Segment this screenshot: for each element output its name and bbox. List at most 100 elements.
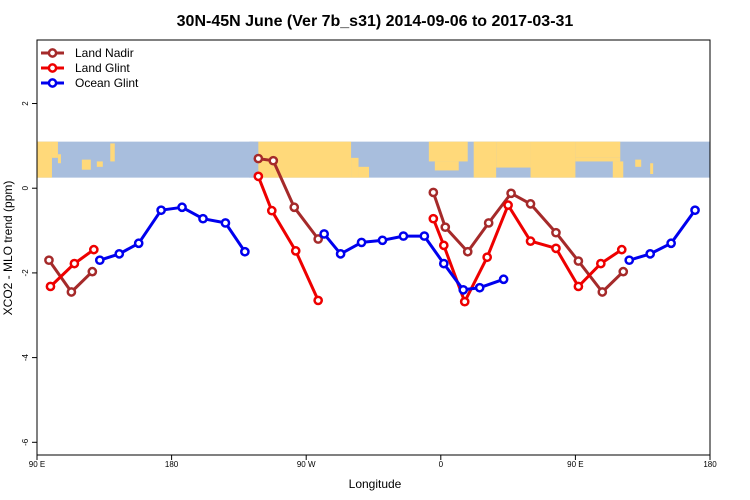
land-region (57, 154, 61, 164)
data-point (290, 246, 301, 256)
y-tick-label: 2 (21, 101, 30, 106)
y-axis-label: XCO2 - MLO trend (ppm) (1, 181, 15, 316)
x-axis: 90 E 180 90 W 0 90 E 180 (29, 455, 717, 469)
y-tick-label: -4 (21, 354, 30, 362)
data-point (474, 282, 485, 293)
data-point (253, 171, 264, 182)
legend-swatch-marker (47, 48, 58, 58)
data-point (618, 266, 629, 277)
chart-title: 30N-45N June (Ver 7b_s31) 2014-09-06 to … (177, 13, 574, 30)
x-tick-label: 90 E (567, 460, 583, 469)
data-point (595, 258, 606, 269)
data-point (597, 287, 608, 297)
y-tick-label: -2 (21, 269, 30, 277)
data-point (377, 235, 388, 246)
data-point (506, 188, 516, 199)
data-point (313, 234, 324, 244)
legend-label: Land Glint (75, 61, 130, 75)
land-region (612, 161, 624, 178)
x-tick-label: 180 (703, 460, 717, 469)
x-tick-label: 0 (439, 460, 444, 469)
data-point (440, 222, 451, 233)
data-point (462, 246, 473, 257)
data-point (356, 237, 367, 248)
data-point (45, 281, 56, 292)
data-point (482, 252, 493, 263)
data-point (253, 153, 264, 164)
series-line (49, 248, 95, 288)
legend-item: Ocean Glint (41, 76, 139, 90)
land-region (434, 161, 459, 171)
data-point (87, 266, 98, 277)
series-line (628, 209, 697, 262)
legend-item: Land Nadir (41, 46, 134, 60)
data-point (266, 205, 277, 216)
data-point (177, 202, 187, 213)
data-point (289, 202, 300, 213)
legend-item: Land Glint (41, 61, 130, 75)
data-point (398, 231, 409, 241)
land-region (96, 161, 103, 167)
land-region (110, 143, 115, 162)
data-point (525, 199, 536, 209)
data-point (419, 231, 430, 241)
data-point (69, 258, 80, 269)
legend-label: Ocean Glint (75, 76, 139, 90)
data-point (156, 205, 166, 216)
data-point (133, 238, 144, 249)
land-region (51, 141, 58, 158)
data-point (503, 200, 513, 211)
data-point (319, 229, 329, 239)
series-line (431, 203, 623, 304)
land-region (575, 141, 621, 158)
data-point (438, 258, 449, 269)
land-region (496, 141, 531, 168)
land-region (635, 159, 642, 167)
data-point (458, 284, 469, 295)
land-region (81, 159, 91, 170)
series-line (256, 175, 320, 302)
land-region (530, 141, 576, 178)
land-region (351, 157, 359, 178)
legend-label: Land Nadir (75, 46, 134, 60)
data-point (616, 244, 627, 255)
plot-frame (36, 39, 711, 456)
series-line (431, 191, 625, 294)
land-region (473, 141, 497, 178)
data-point (645, 249, 656, 259)
data-point (114, 249, 125, 259)
data-point (428, 187, 439, 198)
x-tick-label: 90 E (29, 460, 45, 469)
data-point (498, 274, 509, 285)
y-axis: 2 0 -2 -4 -6 (21, 101, 37, 446)
x-tick-label: 180 (165, 460, 179, 469)
data-point (690, 205, 700, 216)
data-point (88, 244, 99, 255)
data-point (428, 213, 439, 224)
data-point (459, 296, 470, 307)
data-point (44, 255, 54, 266)
land-region (37, 141, 52, 178)
data-point (220, 218, 231, 228)
data-point (438, 240, 449, 251)
series-line (258, 157, 320, 240)
world-map-strip (37, 141, 710, 178)
data-point (94, 255, 105, 266)
data-point (525, 236, 536, 246)
data-point (198, 213, 208, 224)
land-region (650, 163, 654, 175)
series-land-nadir (44, 153, 629, 297)
data-point (551, 243, 561, 254)
data-point (551, 227, 561, 238)
land-region (428, 141, 468, 162)
data-point (573, 281, 584, 292)
y-tick-label: 0 (21, 185, 30, 190)
data-point (624, 255, 635, 266)
x-axis-label: Longitude (349, 477, 402, 491)
data-point (268, 155, 279, 166)
data-point (335, 249, 346, 259)
data-point (313, 295, 324, 306)
y-tick-label: -6 (21, 438, 30, 446)
